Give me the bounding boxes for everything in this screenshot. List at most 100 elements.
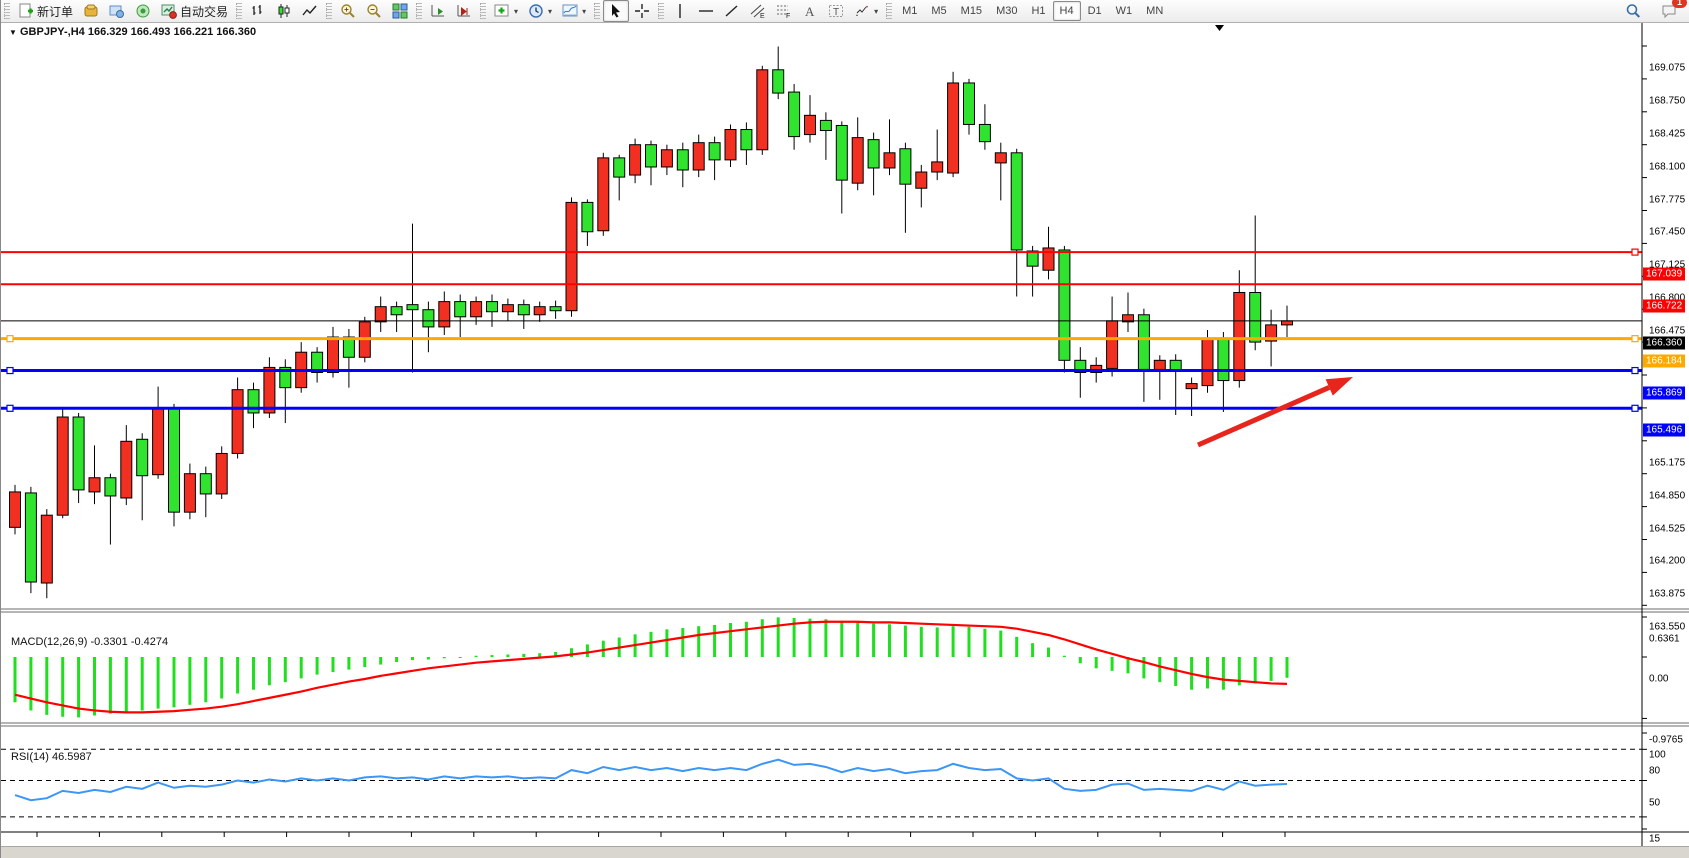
- candlestick-chart-button[interactable]: [271, 0, 297, 22]
- candle-body: [772, 69, 785, 94]
- macd-signal-line: [14, 620, 1288, 714]
- cursor-button[interactable]: [603, 0, 630, 22]
- macd-histogram-bar: [538, 653, 542, 657]
- candle-body: [120, 440, 133, 499]
- line-chart-button[interactable]: [297, 0, 323, 22]
- svg-text:A: A: [805, 4, 815, 19]
- line-handle[interactable]: [1631, 335, 1639, 343]
- candle-body: [724, 129, 737, 161]
- line-chart-icon: [302, 3, 318, 19]
- line-handle[interactable]: [1631, 248, 1639, 256]
- level-price-tag: 165.869: [1643, 386, 1686, 400]
- line-handle[interactable]: [6, 335, 14, 343]
- candle-body: [549, 306, 562, 312]
- candle-body: [708, 142, 721, 161]
- profile-button[interactable]: [104, 0, 130, 22]
- indicators-button[interactable]: ▾: [489, 0, 523, 22]
- line-handle[interactable]: [6, 404, 14, 412]
- chart-shift-marker[interactable]: [1215, 25, 1224, 31]
- candle-body: [1153, 359, 1166, 370]
- candle-body: [342, 336, 355, 358]
- timeframe-W1-button[interactable]: W1: [1115, 5, 1133, 17]
- horizontal-line-button[interactable]: [693, 0, 719, 22]
- market-watch-button[interactable]: [130, 0, 156, 22]
- symbol-ohlc-text: GBPJPY-,H4 166.329 166.493 166.221 166.3…: [19, 26, 257, 38]
- macd-histogram-bar: [919, 626, 923, 657]
- auto-scroll-button[interactable]: [425, 0, 451, 22]
- candle-body: [851, 137, 864, 184]
- candle-body: [40, 514, 53, 584]
- chart-window[interactable]: ▼ GBPJPY-,H4 166.329 166.493 166.221 166…: [1, 22, 1689, 858]
- price-axis-tick: 167.775: [1649, 194, 1686, 206]
- candle-body: [613, 157, 626, 178]
- macd-histogram-bar: [411, 657, 414, 661]
- line-handle[interactable]: [1631, 404, 1639, 412]
- candle-body: [199, 473, 212, 495]
- macd-histogram-bar: [522, 653, 526, 657]
- candle-body: [915, 171, 928, 189]
- trend-arrow-head[interactable]: [1325, 377, 1353, 396]
- macd-histogram-bar: [1285, 657, 1289, 678]
- dropdown-arrow-icon: ▾: [548, 6, 553, 16]
- fibonacci-button[interactable]: F: [771, 0, 797, 22]
- timeframe-MN-button[interactable]: MN: [1146, 5, 1164, 17]
- candle-body: [1233, 291, 1246, 382]
- macd-histogram-bar: [983, 628, 987, 657]
- timeframe-M5-button[interactable]: M5: [931, 5, 947, 17]
- chart-shift-button[interactable]: [451, 0, 477, 22]
- line-handle[interactable]: [6, 366, 14, 375]
- price-axis-tick: 167.450: [1649, 226, 1686, 238]
- text-label-button[interactable]: T: [823, 0, 849, 22]
- macd-histogram-bar: [951, 626, 955, 657]
- chart-window-button[interactable]: [78, 0, 104, 22]
- vertical-line-button[interactable]: [667, 0, 693, 22]
- zoom-out-button[interactable]: [361, 0, 387, 22]
- zoom-in-button[interactable]: [335, 0, 361, 22]
- macd-histogram-bar: [872, 623, 876, 657]
- timeframe-M1-button[interactable]: M1: [902, 5, 918, 17]
- auto-trading-button[interactable]: 自动交易: [156, 0, 233, 23]
- arrows-button[interactable]: ▾: [849, 0, 883, 22]
- timeframe-M15-button[interactable]: M15: [960, 5, 983, 17]
- candle-body: [963, 82, 975, 125]
- chart-canvas[interactable]: [1, 22, 1689, 858]
- candle-body: [215, 452, 228, 495]
- timeframe-H4-button[interactable]: H4: [1052, 1, 1081, 21]
- search-button[interactable]: [1620, 0, 1646, 22]
- line-handle[interactable]: [1631, 366, 1639, 375]
- macd-histogram-bar: [315, 657, 319, 675]
- price-axis-tick: 166.475: [1649, 325, 1686, 337]
- candle-body: [788, 91, 801, 138]
- symbol-ohlc-line[interactable]: ▼ GBPJPY-,H4 166.329 166.493 166.221 166…: [9, 26, 256, 38]
- tile-windows-button[interactable]: [387, 0, 413, 22]
- macd-histogram-bar: [935, 627, 939, 657]
- templates-button[interactable]: ▾: [557, 0, 591, 22]
- macd-histogram-bar: [220, 657, 224, 699]
- trendline-button[interactable]: [719, 0, 745, 22]
- symbol-dropdown-icon[interactable]: ▼: [9, 28, 17, 37]
- notifications-button[interactable]: 1: [1656, 0, 1687, 22]
- level-price-tag: 165.496: [1643, 423, 1686, 437]
- toolbar-grip: [480, 3, 487, 19]
- crosshair-button[interactable]: [629, 0, 655, 22]
- macd-histogram-bar: [681, 628, 685, 657]
- price-axis-tick: 168.425: [1649, 128, 1686, 140]
- trend-arrow-shaft[interactable]: [1196, 385, 1331, 448]
- timeframe-M30-button[interactable]: M30: [996, 5, 1018, 17]
- macd-histogram-bar: [760, 619, 764, 657]
- macd-axis-tick: 0.00: [1649, 673, 1669, 685]
- bar-chart-button[interactable]: [245, 0, 271, 22]
- equidistant-channel-button[interactable]: E: [745, 0, 771, 22]
- new-order-button[interactable]: 新订单: [13, 0, 78, 23]
- bar-chart-icon: [250, 3, 266, 19]
- macd-histogram-bar: [299, 657, 303, 679]
- toolbar-button-label: 自动交易: [180, 4, 229, 19]
- timeframe-H1-button[interactable]: H1: [1031, 5, 1046, 17]
- candle-body: [327, 336, 339, 373]
- candle-body: [1201, 338, 1214, 387]
- timeframe-D1-button[interactable]: D1: [1087, 5, 1102, 17]
- text-button[interactable]: A: [797, 0, 823, 22]
- macd-histogram-bar: [1110, 657, 1114, 671]
- periods-button[interactable]: ▾: [523, 0, 557, 22]
- candle-body: [1249, 291, 1262, 343]
